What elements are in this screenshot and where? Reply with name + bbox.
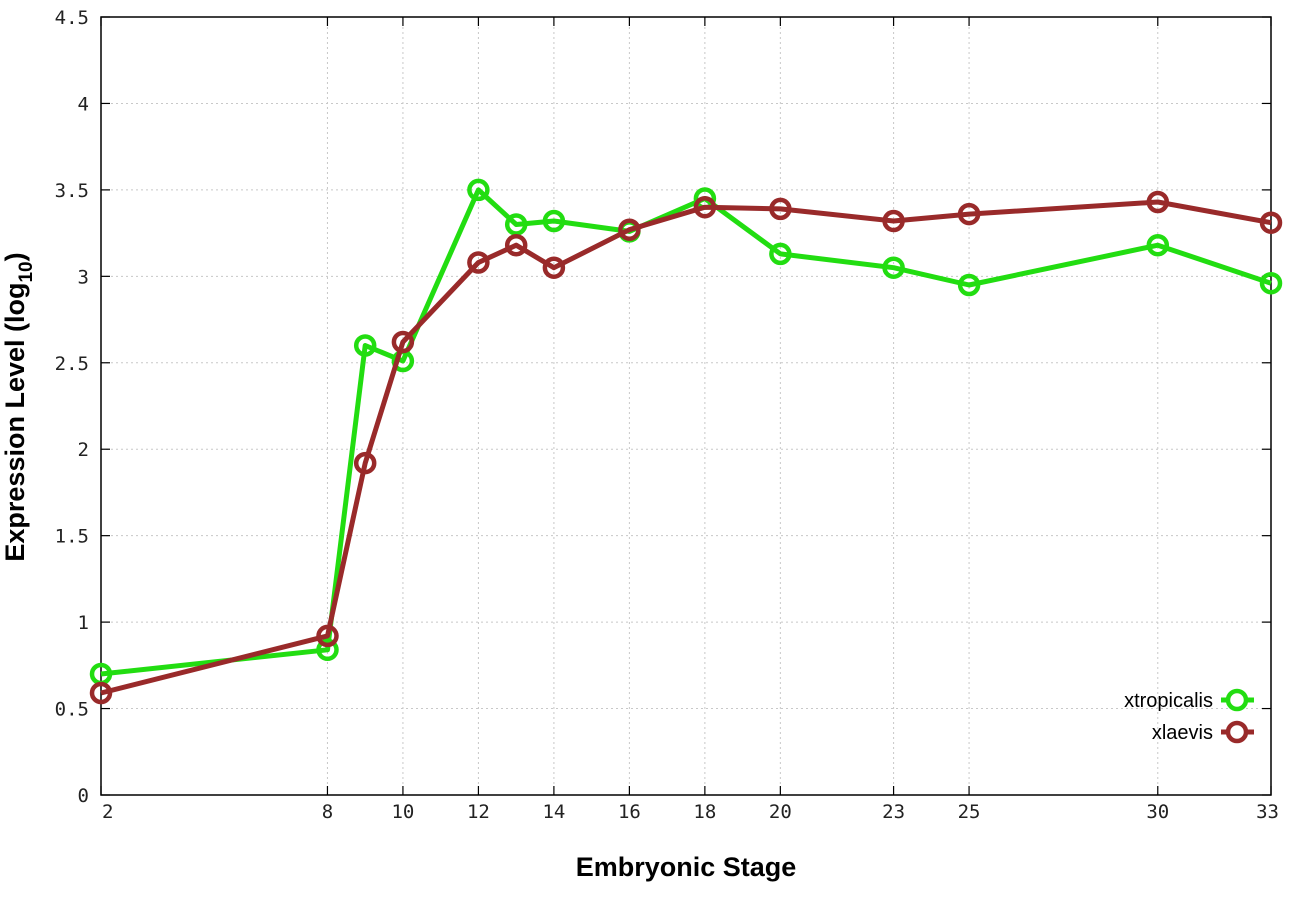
data-point [316, 624, 339, 648]
data-point [882, 209, 905, 233]
x-tick-label: 8 [322, 801, 333, 823]
data-point [882, 256, 905, 279]
data-point [769, 197, 792, 221]
y-tick-label: 3.5 [55, 180, 89, 202]
legend: xtropicalis xlaevis [1124, 688, 1254, 744]
x-tick-label: 2 [102, 801, 113, 823]
series [89, 178, 1283, 705]
axis-ticks [100, 16, 1272, 796]
plot-frame [100, 16, 1272, 796]
x-tick-label: 18 [693, 801, 716, 823]
data-point [504, 213, 528, 236]
grid [101, 17, 1271, 795]
series-line-xlaevis [100, 199, 1272, 696]
y-tick-label: 2 [78, 439, 89, 461]
x-tick-label: 14 [542, 801, 565, 823]
legend-entry: xtropicalis [1124, 688, 1254, 712]
y-tick-label: 0.5 [55, 699, 89, 721]
x-tick-label: 30 [1146, 801, 1169, 823]
tick-labels: 0 0.5 1 1.5 2 2.5 3 3.5 4 4.5 2 8 10 12 14 16 18 20 23 25 30… [55, 7, 1279, 823]
x-axis-title: Embryonic Stage [576, 852, 797, 882]
y-tick-label: 4.5 [55, 7, 89, 29]
legend-swatch-marker [1225, 720, 1249, 744]
data-point [1259, 271, 1283, 295]
legend-label: xlaevis [1152, 722, 1213, 744]
legend-swatch-marker [1225, 688, 1249, 712]
y-axis-title-end: ) [0, 252, 30, 261]
x-tick-label: 25 [958, 801, 981, 823]
x-tick-label: 20 [769, 801, 792, 823]
data-point [353, 451, 377, 475]
data-point [504, 233, 528, 257]
data-point [1259, 211, 1283, 234]
data-point [316, 638, 339, 662]
data-point [769, 242, 792, 266]
legend-entry: xlaevis [1152, 720, 1254, 744]
y-tick-label: 2.5 [55, 353, 89, 375]
x-tick-label: 33 [1256, 801, 1279, 823]
y-tick-label: 3 [78, 266, 89, 288]
legend-label: xtropicalis [1124, 690, 1213, 712]
x-tick-label: 12 [467, 801, 490, 823]
y-tick-label: 4 [78, 93, 89, 115]
x-tick-label: 10 [391, 801, 414, 823]
y-tick-label: 0 [78, 785, 89, 807]
data-point [542, 256, 566, 279]
y-axis-title-main: Expression Level (log [0, 283, 30, 562]
data-point [391, 330, 415, 354]
data-point [467, 178, 490, 202]
y-axis-title: Expression Level (log10) [0, 252, 37, 561]
data-point [542, 209, 566, 233]
y-tick-label: 1.5 [55, 526, 89, 548]
data-point [353, 334, 377, 357]
x-tick-label: 23 [882, 801, 905, 823]
x-tick-label: 16 [618, 801, 641, 823]
data-point [693, 195, 717, 219]
data-point [618, 218, 641, 241]
y-axis-title-subscript: 10 [16, 261, 37, 282]
series-line-xtropicalis [100, 187, 1272, 677]
series-xtropicalis [89, 178, 1283, 686]
data-point [957, 202, 981, 226]
data-point [1146, 190, 1170, 214]
data-point [957, 273, 981, 297]
series-xlaevis [89, 190, 1283, 705]
y-tick-label: 1 [78, 612, 89, 634]
data-point [1146, 233, 1170, 257]
data-point [89, 681, 113, 705]
data-point [467, 251, 490, 274]
